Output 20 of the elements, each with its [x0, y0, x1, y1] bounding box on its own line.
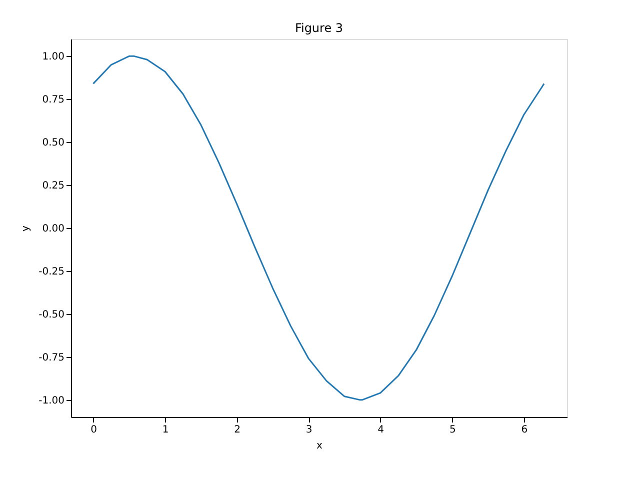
y-tick-label: 0.50	[42, 138, 64, 149]
x-tick-label: 0	[90, 424, 97, 436]
chart-title: Figure 3	[294, 21, 344, 35]
y-tick-label: -1.00	[38, 395, 64, 406]
line-series	[92, 55, 545, 401]
y-tick-label: 0.00	[42, 224, 64, 234]
y-tick-label: 1.00	[42, 52, 64, 63]
y-tick-label: -0.75	[38, 352, 64, 364]
x-tick-label: 3	[306, 424, 312, 436]
x-axis-title: x	[316, 440, 323, 452]
y-tick-label: -0.50	[38, 309, 64, 320]
y-tick-label: 0.25	[42, 180, 64, 192]
x-tick-label: 4	[378, 424, 384, 436]
x-tick-label: 6	[521, 424, 528, 436]
y-axis-title: y	[20, 225, 32, 232]
x-tick-label: 5	[449, 424, 456, 436]
y-tick-label: 0.75	[42, 94, 64, 106]
y-tick-label: -0.25	[38, 266, 64, 278]
x-tick-label: 2	[234, 424, 240, 436]
x-tick-label: 1	[162, 424, 169, 436]
